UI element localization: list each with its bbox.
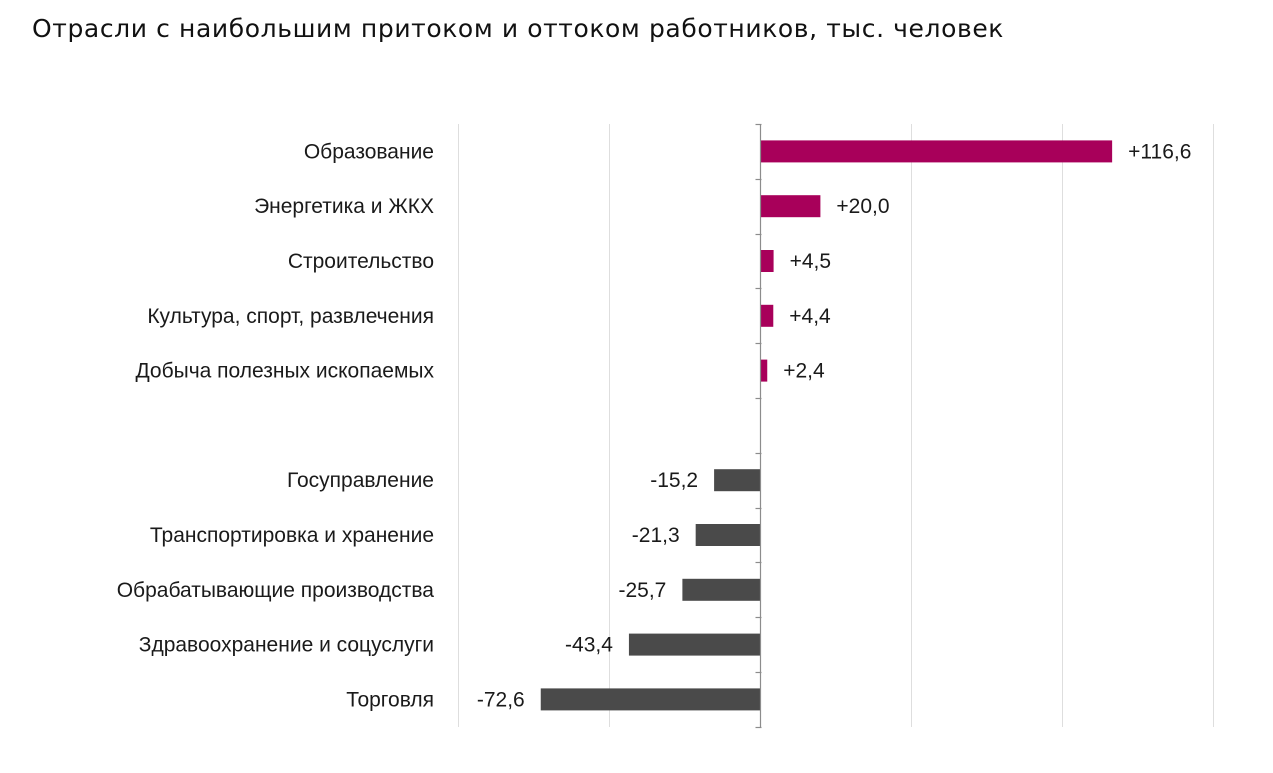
value-label: -15,2 — [650, 469, 698, 492]
category-label: Культура, спорт, развлечения — [147, 305, 434, 328]
category-label: Энергетика и ЖКХ — [254, 195, 434, 218]
category-label: Госуправление — [287, 469, 434, 492]
bar — [760, 140, 1113, 163]
category-label: Здравоохранение и соцуслуги — [139, 634, 434, 657]
bar — [540, 688, 760, 711]
chart-title: Отрасли с наибольшим притоком и оттоком … — [32, 14, 1005, 43]
category-label: Добыча полезных ископаемых — [135, 360, 434, 383]
bar — [760, 250, 774, 272]
value-label: -72,6 — [477, 688, 525, 711]
value-label: +116,6 — [1128, 140, 1191, 163]
category-label: Обрабатывающие производства — [117, 579, 435, 602]
bar — [760, 304, 774, 327]
bar — [760, 195, 821, 218]
category-label: Образование — [304, 140, 434, 163]
bar — [695, 524, 760, 546]
value-label: -43,4 — [565, 634, 613, 657]
category-label: Строительство — [288, 250, 434, 273]
value-label: +4,4 — [789, 305, 831, 328]
category-label: Торговля — [346, 688, 434, 711]
bar — [760, 359, 768, 382]
value-label: -25,7 — [619, 579, 667, 602]
value-label: +4,5 — [790, 250, 831, 273]
bar — [714, 469, 760, 492]
zero-axis — [755, 123, 762, 729]
bars — [540, 140, 1113, 711]
grid-lines — [458, 124, 1214, 727]
category-labels: Образование Энергетика и ЖКХ Строительство… — [117, 140, 435, 711]
value-label: -21,3 — [632, 524, 680, 547]
category-label: Транспортировка и хранение — [150, 524, 434, 547]
value-labels: +116,6 +20,0 +4,5 +4,4 +2,4 -15,2 -21,3 -25,7 -4… — [477, 140, 1192, 711]
value-label: +2,4 — [783, 360, 825, 383]
value-label: +20,0 — [836, 195, 889, 218]
bar — [628, 633, 760, 656]
bar — [682, 578, 760, 601]
